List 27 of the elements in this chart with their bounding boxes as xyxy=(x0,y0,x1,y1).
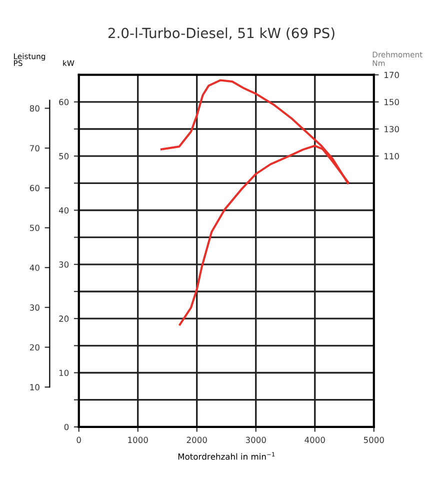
x-tick-label: 2000 xyxy=(186,436,207,444)
y3-tick-label: 70 xyxy=(30,145,40,152)
x-tick-label: 0 xyxy=(76,436,81,444)
y3-tick-label: 10 xyxy=(30,384,40,390)
x-tick-label: 5000 xyxy=(364,436,384,444)
y2-tick-label: 110 xyxy=(384,153,399,160)
x-axis-title: Motordrehzahl in min$^{−1}$ xyxy=(178,452,275,460)
y2-tick-label: 130 xyxy=(384,126,399,132)
y3-tick-label: 50 xyxy=(30,224,40,232)
y-tick-label: 10 xyxy=(59,370,69,376)
y3-tick-label: 20 xyxy=(30,344,40,351)
y-tick-label: 20 xyxy=(59,316,69,322)
y-tick-label: 0 xyxy=(64,424,69,430)
x-tick-label: 3000 xyxy=(246,436,266,444)
y-tick-label: 40 xyxy=(58,207,69,214)
y-tick-label: 60 xyxy=(59,98,69,106)
y2-tick-label: 170 xyxy=(384,72,399,78)
y3-tick-label: 80 xyxy=(30,105,40,112)
y3-tick-label: 60 xyxy=(30,184,40,192)
x-tick-label: 1000 xyxy=(128,436,148,444)
x-tick-label: 4000 xyxy=(304,436,325,444)
y3-tick-label: 30 xyxy=(30,304,40,311)
y3-tick-label: 40 xyxy=(30,264,40,271)
y-tick-label: 30 xyxy=(59,261,69,268)
y-tick-label: 50 xyxy=(59,153,69,160)
y2-tick-label: 150 xyxy=(384,98,399,106)
chart-title: 2.0-l-Turbo-Diesel, 51 kW (69 PS) xyxy=(108,28,334,40)
